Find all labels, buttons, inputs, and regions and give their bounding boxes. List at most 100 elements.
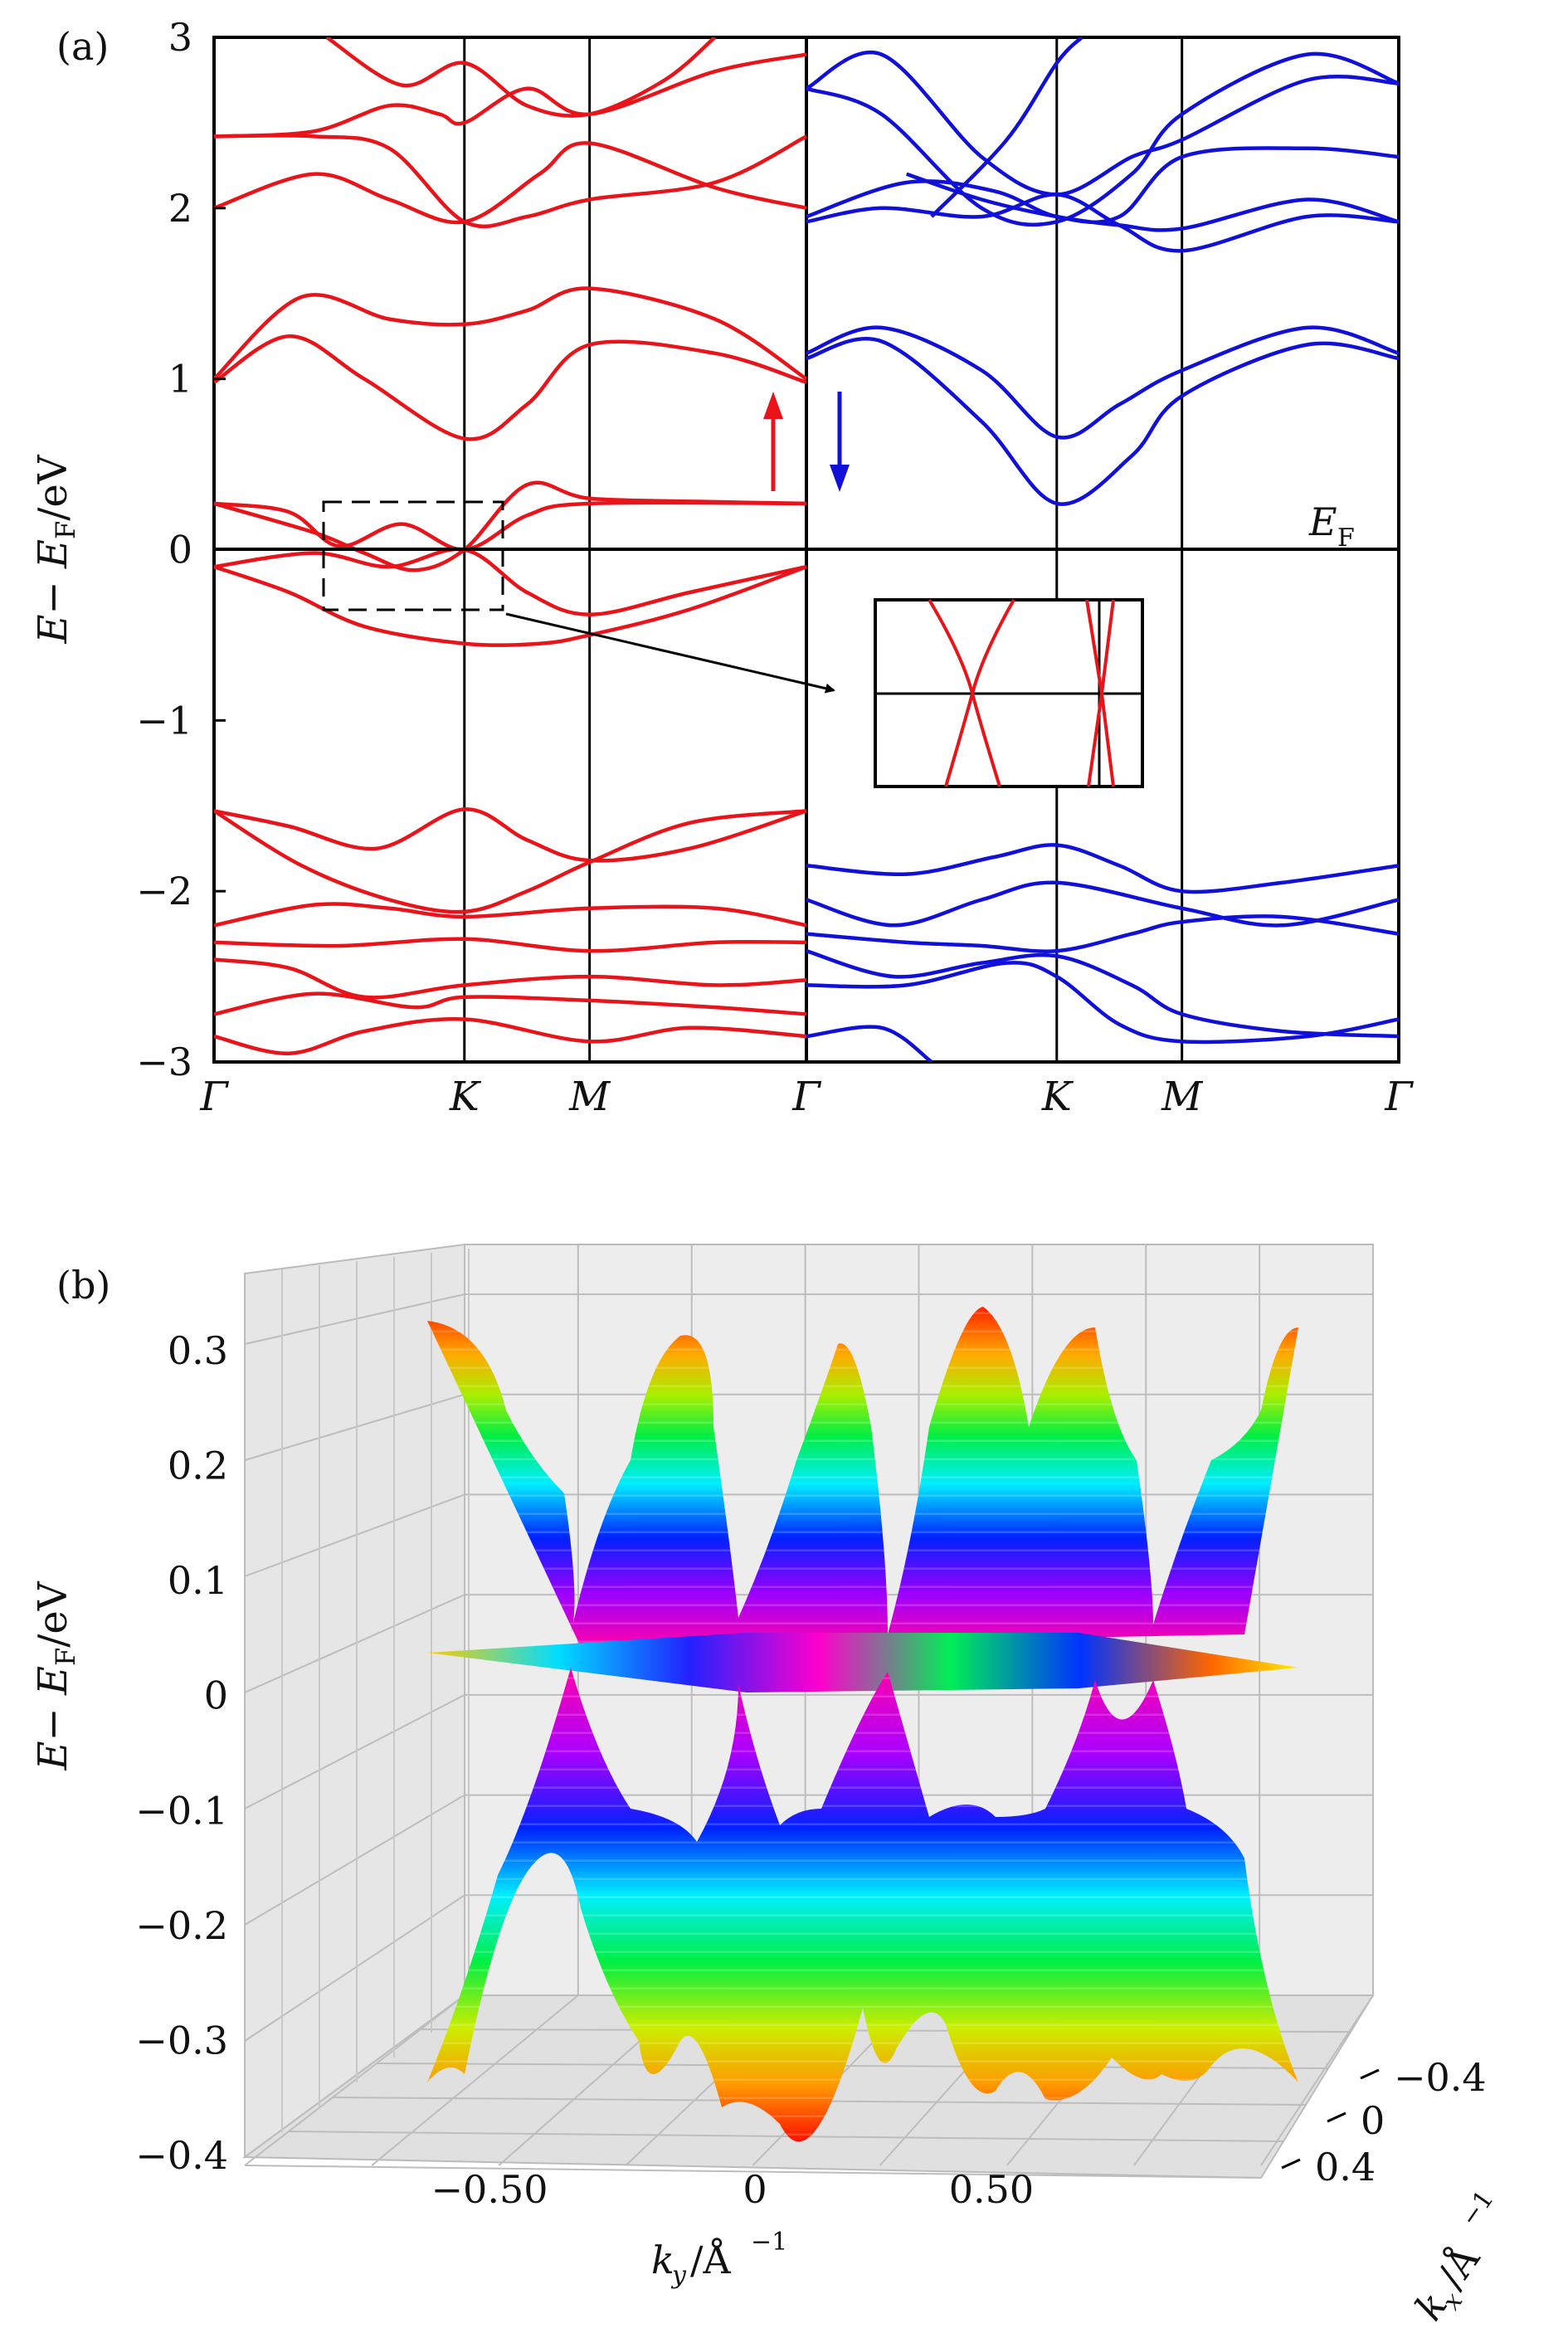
y-tick-label-3: 0 <box>168 528 192 572</box>
spin-up-arrow <box>763 392 783 491</box>
fermi-label-subscript: F <box>1337 524 1355 553</box>
spin-up-band-8 <box>214 547 807 616</box>
spin-down-band-1 <box>806 880 1399 928</box>
floor-grid-b-4 <box>288 2131 1284 2142</box>
spin-down-band-6 <box>806 325 1399 440</box>
x-tick-left-3: Γ <box>791 1074 821 1120</box>
x-tick-right-1: K <box>1041 1074 1074 1120</box>
spin-up-band-1 <box>214 809 807 914</box>
spin-up-band-2 <box>214 902 807 928</box>
ky-label-k: k <box>651 2238 674 2282</box>
panel-label-b: (b) <box>56 1263 110 1308</box>
spin-up-band-7 <box>214 564 807 647</box>
spin-down-band-9 <box>806 146 1399 224</box>
fermi-label-e: E <box>1308 499 1337 544</box>
spin-down-band-10 <box>805 51 1399 197</box>
z-tick-2: 0.1 <box>168 1558 228 1603</box>
kx-label-unit: /Å <box>1428 2237 1488 2296</box>
ky-axis-label: k y /Å −1 <box>651 2228 787 2290</box>
spin-up-band-11 <box>214 334 807 441</box>
y-tick-label-1: 2 <box>168 186 192 231</box>
kx-tick-mark-1 <box>1327 2111 1346 2123</box>
kx-tick-mark-0 <box>1360 2068 1380 2080</box>
spin-down-band-0 <box>806 843 1399 894</box>
spin-down-band-5 <box>806 1025 933 1062</box>
spin-down-band-12 <box>905 172 1399 232</box>
z-tick-0: 0.3 <box>168 1328 228 1373</box>
kx-axis-label: k x /Å −1 <box>1406 2185 1500 2328</box>
panel-b-z-ticks: 0.3 0.2 0.1 0 −0.1 −0.2 −0.3 −0.4 <box>135 1328 228 2178</box>
z-tick-4: −0.1 <box>135 1788 228 1833</box>
panel-b-z-axis-label: E− EF/eV <box>30 1580 81 1770</box>
panel-label-a: (a) <box>56 24 109 69</box>
z-tick-3: 0 <box>204 1673 228 1718</box>
spin-up-band-3 <box>214 937 807 953</box>
3d-surface-panel: (b) E− EF/eV 0.30.20.10−0.1−0.2−0.3−0.4 … <box>30 1243 1500 2328</box>
spin-down-bands <box>805 37 1399 1062</box>
ky-tick-0: −0.50 <box>431 2167 548 2212</box>
fermi-plane-surface <box>427 1633 1298 1693</box>
kx-label-exp: −1 <box>1455 2185 1500 2232</box>
dirac-cone-inset <box>874 598 1144 788</box>
z-tick-1: 0.2 <box>168 1444 228 1488</box>
upper-band-surface <box>427 1307 1298 1647</box>
spin-up-band-16 <box>325 37 717 118</box>
ky-tick-1: 0 <box>743 2167 767 2212</box>
ky-label-sub: y <box>670 2261 687 2290</box>
y-tick-label-2: 1 <box>168 357 192 402</box>
kx-tick-mark-2 <box>1281 2158 1301 2170</box>
spin-up-band-15 <box>214 52 807 139</box>
x-tick-left-0: Γ <box>199 1074 229 1120</box>
ky-tick-2: 0.50 <box>949 2167 1034 2212</box>
panel-b-kx-ticks: −0.400.4 <box>1281 2055 1487 2189</box>
z-tick-6: −0.3 <box>135 2018 228 2063</box>
spin-down-arrow <box>830 392 850 492</box>
x-tick-right-2: M <box>1161 1074 1204 1120</box>
spin-down-band-3 <box>806 949 1399 1039</box>
floor-grid-a-0 <box>244 1994 465 2166</box>
spin-down-band-7 <box>806 337 1399 506</box>
spin-down-band-11 <box>806 51 1399 227</box>
y-tick-label-5: −2 <box>136 869 192 913</box>
kx-tick-2: 0.4 <box>1315 2145 1376 2189</box>
ky-label-exp: −1 <box>751 2228 787 2257</box>
floor-grid-b-5 <box>244 2165 1262 2179</box>
spin-up-bands <box>214 37 808 1055</box>
x-tick-right-3: Γ <box>1384 1074 1414 1120</box>
zoom-arrow <box>505 612 835 694</box>
spin-down-band-2 <box>806 914 1399 953</box>
kx-tick-1: 0 <box>1361 2098 1385 2143</box>
x-tick-left-2: M <box>568 1074 611 1120</box>
panel-a-y-axis-label: E− EF/eV <box>30 454 81 644</box>
spin-up-band-14 <box>214 134 808 229</box>
spin-up-band-10 <box>214 480 807 572</box>
lower-band-surface <box>427 1668 1298 2142</box>
floor-grid-a-1 <box>371 1994 579 2166</box>
spin-up-band-9 <box>214 500 807 552</box>
zoom-region-box <box>322 500 504 611</box>
spin-up-band-5 <box>214 991 807 1016</box>
spin-up-band-6 <box>214 1016 807 1055</box>
panel-a-y-ticks: 3 2 1 0 −1 −2 −3 <box>136 15 226 1084</box>
y-tick-label-6: −3 <box>136 1040 192 1084</box>
spin-down-band-13 <box>930 37 1083 218</box>
z-tick-5: −0.2 <box>135 1903 228 1948</box>
kx-tick-0: −0.4 <box>1394 2055 1487 2100</box>
y-tick-label-0: 3 <box>168 15 192 60</box>
x-tick-right-0: Γ <box>791 1074 821 1120</box>
x-tick-left-1: K <box>449 1074 482 1120</box>
z-tick-7: −0.4 <box>135 2133 228 2178</box>
bYLabel-text: E− EF/eV <box>30 1580 81 1770</box>
aYLabel-text: E− EF/eV <box>30 454 81 644</box>
y-tick-label-4: −1 <box>136 698 192 743</box>
ky-label-unit: /Å <box>690 2237 731 2282</box>
panel-b-ky-ticks: −0.50 0 0.50 <box>431 2167 1035 2212</box>
spin-up-band-0 <box>214 807 807 863</box>
spin-down-band-8 <box>806 192 1399 253</box>
spin-up-band-4 <box>214 957 807 1000</box>
spin-down-band-4 <box>806 961 1399 1045</box>
panel-a-x-ticks: Γ K M ΓΓ K M Γ <box>199 1074 1414 1120</box>
spin-up-band-12 <box>214 286 808 381</box>
